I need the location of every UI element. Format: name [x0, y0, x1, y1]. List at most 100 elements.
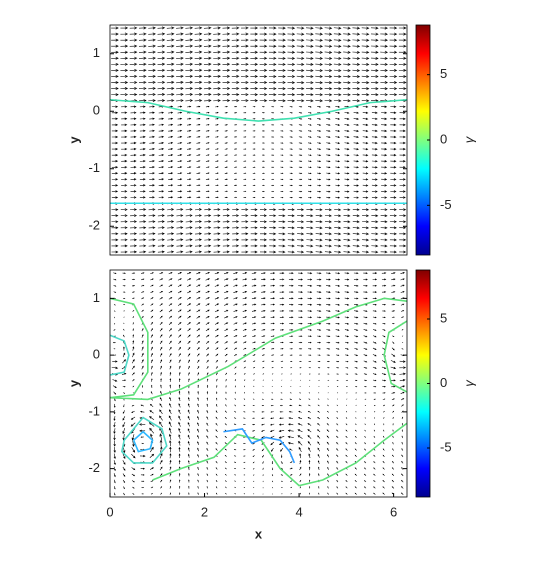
quiver-arrow	[399, 63, 406, 65]
quiver-arrow	[139, 93, 146, 95]
quiver-arrow	[382, 310, 385, 311]
quiver-arrow	[382, 374, 386, 375]
quiver-arrow	[178, 112, 182, 113]
quiver-arrow	[141, 405, 144, 406]
quiver-arrow	[325, 100, 332, 102]
quiver-arrow	[167, 39, 174, 41]
quiver-arrow	[207, 423, 208, 426]
quiver-arrow	[371, 81, 378, 83]
quiver-arrow	[272, 474, 273, 475]
quiver-arrow	[326, 118, 330, 119]
quiver-arrow	[328, 487, 329, 489]
quiver-arrow	[234, 449, 236, 450]
quiver-arrow	[390, 154, 396, 156]
quiver-arrow	[132, 481, 134, 482]
quiver-arrow	[185, 63, 192, 65]
quiver-arrow	[213, 63, 220, 65]
quiver-arrow	[390, 209, 396, 211]
quiver-arrow	[363, 160, 368, 162]
quiver-arrow	[186, 214, 192, 216]
quiver-arrow	[299, 191, 302, 192]
quiver-arrow	[149, 221, 155, 223]
quiver-arrow	[243, 348, 246, 349]
quiver-arrow	[289, 304, 293, 305]
quiver-arrow	[204, 75, 211, 77]
quiver-arrow	[299, 342, 302, 343]
quiver-arrow	[151, 335, 153, 338]
quiver-arrow	[337, 442, 339, 444]
quiver-arrow	[260, 239, 266, 241]
quiver-arrow	[308, 173, 311, 174]
quiver-arrow	[188, 429, 190, 433]
quiver-arrow	[244, 449, 246, 450]
quiver-arrow	[224, 291, 228, 293]
quiver-arrow	[372, 178, 377, 180]
quiver-arrow	[352, 33, 359, 35]
quiver-arrow	[225, 124, 227, 125]
quiver-arrow	[289, 336, 292, 337]
quiver-arrow	[390, 33, 397, 35]
x-tick-label: 0	[106, 504, 113, 519]
quiver-arrow	[139, 33, 146, 35]
quiver-arrow	[151, 298, 153, 299]
quiver-arrow	[271, 149, 273, 150]
quiver-arrow	[281, 155, 283, 156]
quiver-arrow	[223, 69, 230, 71]
quiver-arrow	[123, 422, 125, 427]
quiver-arrow	[206, 130, 209, 131]
quiver-arrow	[336, 323, 340, 324]
quiver-arrow	[317, 179, 320, 180]
quiver-arrow	[223, 93, 230, 95]
quiver-arrow	[214, 227, 220, 229]
quiver-arrow	[363, 112, 368, 114]
quiver-arrow	[299, 173, 302, 174]
quiver-arrow	[186, 233, 192, 235]
quiver-arrow	[261, 272, 265, 273]
quiver-arrow	[355, 474, 356, 475]
quiver-arrow	[279, 233, 285, 235]
quiver-arrow	[111, 75, 118, 77]
quiver-arrow	[168, 166, 172, 168]
quiver-arrow	[187, 173, 191, 174]
quiver-arrow	[215, 291, 219, 293]
quiver-arrow	[353, 215, 359, 217]
quiver-arrow	[196, 304, 199, 306]
quiver-arrow	[336, 317, 340, 318]
quiver-arrow	[225, 361, 227, 363]
quiver-arrow	[290, 173, 292, 174]
quiver-arrow	[300, 480, 301, 482]
quiver-arrow	[335, 148, 339, 149]
quiver-arrow	[167, 227, 173, 229]
quiver-arrow	[235, 475, 236, 476]
quiver-arrow	[390, 130, 396, 132]
quiver-arrow	[188, 442, 189, 446]
quiver-arrow	[390, 166, 396, 168]
quiver-arrow	[149, 208, 155, 210]
quiver-arrow	[120, 57, 127, 59]
quiver-arrow	[132, 298, 134, 299]
quiver-arrow	[160, 310, 162, 312]
quiver-arrow	[400, 160, 406, 162]
quiver-arrow	[287, 87, 294, 89]
quiver-arrow	[298, 310, 302, 311]
quiver-arrow	[168, 154, 172, 156]
quiver-arrow	[160, 316, 162, 318]
quiver-arrow	[224, 323, 227, 325]
quiver-arrow	[326, 298, 330, 299]
quiver-arrow	[241, 239, 247, 241]
quiver-arrow	[120, 87, 127, 89]
quiver-arrow	[197, 410, 198, 413]
quiver-arrow	[270, 298, 274, 299]
quiver-arrow	[187, 279, 190, 281]
quiver-arrow	[243, 137, 245, 138]
quiver-arrow	[188, 461, 189, 464]
quiver-arrow	[269, 33, 276, 35]
quiver-arrow	[380, 33, 387, 35]
quiver-arrow	[215, 167, 218, 168]
quiver-arrow	[252, 298, 256, 299]
quiver-arrow	[391, 386, 395, 387]
quiver-arrow	[226, 398, 227, 400]
quiver-arrow	[160, 440, 162, 446]
quiver-arrow	[326, 155, 330, 156]
quiver-arrow	[234, 137, 236, 138]
